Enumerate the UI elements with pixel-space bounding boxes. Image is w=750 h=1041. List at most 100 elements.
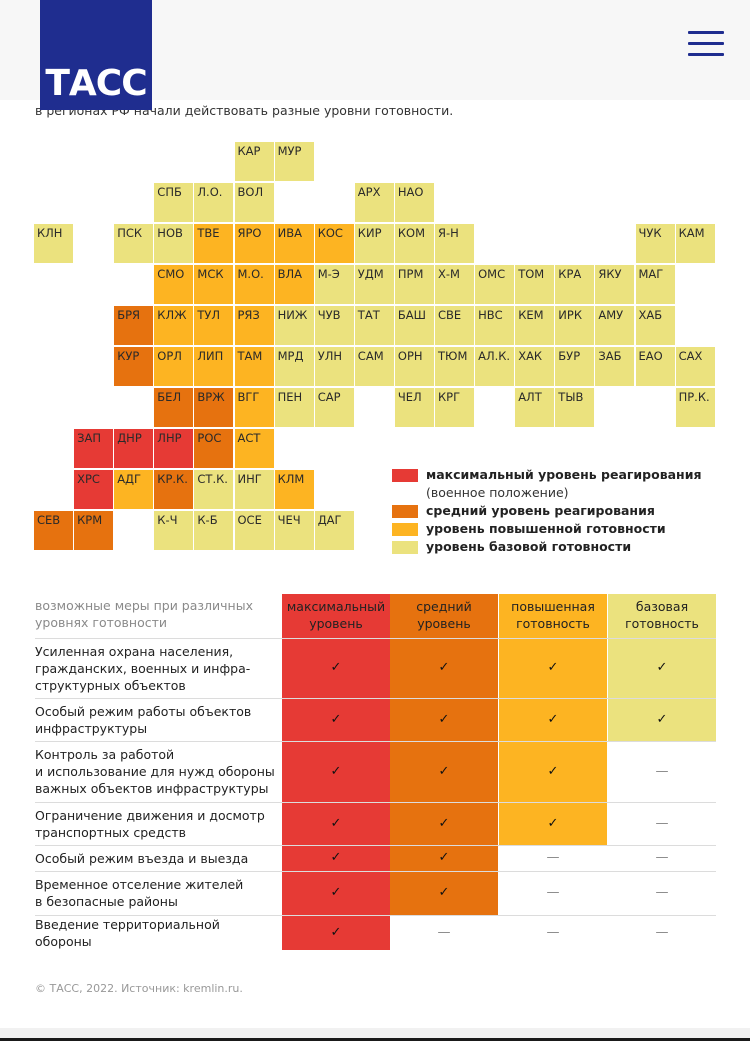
bottom-border <box>0 1038 750 1041</box>
legend-item: уровень базовой готовности <box>392 538 722 556</box>
column-header-line: уровень <box>417 616 471 631</box>
region-cell: ПЕН <box>274 388 314 427</box>
check-icon: ✓ <box>330 711 342 727</box>
region-cell: ТУЛ <box>194 306 234 345</box>
region-cell: ВЛА <box>274 265 314 304</box>
check-icon: ✓ <box>330 885 342 900</box>
column-header-line: готовность <box>516 616 590 631</box>
region-cell: ЛИП <box>194 347 234 386</box>
column-header-line: максимальный <box>286 599 386 614</box>
dash-icon: — <box>546 924 560 940</box>
check-icon: ✓ <box>438 763 450 779</box>
region-cell: ТАМ <box>234 347 274 386</box>
region-cell: М-Э <box>314 265 354 304</box>
measure-label-line: Временное отселение жителей <box>35 877 244 892</box>
region-cell: БЕЛ <box>154 388 194 427</box>
region-cell: АМУ <box>595 306 635 345</box>
region-cell: МРД <box>274 347 314 386</box>
check-icon: ✓ <box>547 815 559 831</box>
region-cell: КЛЖ <box>154 306 194 345</box>
dash-icon: — <box>655 815 669 831</box>
measure-label-line: обороны <box>35 933 92 949</box>
region-cell: УДМ <box>354 265 394 304</box>
footer-credit: © ТАСС, 2022. Источник: kremlin.ru. <box>35 982 243 995</box>
check-icon: ✓ <box>547 711 559 727</box>
region-cell: САХ <box>675 347 715 386</box>
region-cell: ТАТ <box>354 306 394 345</box>
region-cell: ХАК <box>515 347 555 386</box>
region-cell: АРХ <box>354 183 394 222</box>
region-cell: ВРЖ <box>194 388 234 427</box>
region-cell: ВОЛ <box>234 183 274 222</box>
region-cell: СТ.К. <box>194 470 234 509</box>
column-header-line: средний <box>416 599 472 614</box>
region-cell: ХАБ <box>635 306 675 345</box>
region-cell: СЕВ <box>34 511 73 550</box>
tass-logo[interactable]: ТАСС <box>40 0 152 110</box>
column-header-line: базовая <box>635 599 689 614</box>
region-cell: ВГГ <box>234 388 274 427</box>
row-separator <box>35 845 716 846</box>
row-separator <box>35 638 716 639</box>
region-cell: АСТ <box>234 429 274 468</box>
table-header-label: возможные меры при различных уровнях гот… <box>35 597 275 631</box>
region-cell: ЗАБ <box>595 347 635 386</box>
region-cell: К-Б <box>194 511 234 550</box>
check-icon: ✓ <box>656 660 668 675</box>
region-cell: АЛТ <box>515 388 555 427</box>
region-cell: МСК <box>194 265 234 304</box>
column-header: максимальный уровень <box>282 598 390 632</box>
region-cell: ОСЕ <box>234 511 274 550</box>
region-cell: КЛН <box>34 224 73 263</box>
legend-swatch <box>392 523 418 536</box>
legend-item: средний уровень реагирования <box>392 502 722 520</box>
level-column <box>390 594 498 915</box>
region-cell: ОРЛ <box>154 347 194 386</box>
column-header: повышенная готовность <box>499 598 607 632</box>
region-cell: АЛ.К. <box>475 347 515 386</box>
measure-label-line: Введение территориальной <box>35 916 220 932</box>
hamburger-menu-icon[interactable] <box>688 31 724 57</box>
check-icon: ✓ <box>547 660 559 675</box>
measure-label: Введение территориальной обороны <box>35 916 275 950</box>
region-cell: ЧУК <box>635 224 675 263</box>
region-cell: ТВЕ <box>194 224 234 263</box>
measure-label-line: Особый режим работы объектов <box>35 703 252 719</box>
legend-item: уровень повышенной готовности <box>392 520 722 538</box>
dash-icon: — <box>655 924 669 940</box>
region-cell: КРГ <box>435 388 474 427</box>
measure-label: Ограничение движения и досмотр транспортн… <box>35 807 275 841</box>
legend-label: максимальный уровень реагирования <box>426 467 702 482</box>
region-cell: ИРК <box>555 306 595 345</box>
measure-label-line: важных объектов инфраструктуры <box>35 781 269 796</box>
region-cell: ИВА <box>274 224 314 263</box>
region-cell: ЛНР <box>154 429 194 468</box>
legend-swatch <box>392 469 418 482</box>
legend-swatch <box>392 541 418 554</box>
region-cell: ПР.К. <box>675 388 715 427</box>
measure-label: Контроль за работой и использование для н… <box>35 746 275 797</box>
legend-note: (военное положение) <box>426 485 569 500</box>
dash-icon: — <box>655 885 669 900</box>
row-separator <box>35 915 716 916</box>
check-icon: ✓ <box>330 660 342 675</box>
region-cell: МУР <box>274 142 314 181</box>
measure-label-line: и использование для нужд обороны <box>35 764 275 779</box>
region-cell: СПБ <box>154 183 194 222</box>
check-icon: ✓ <box>330 763 342 779</box>
region-cell: КАР <box>234 142 274 181</box>
region-cell: ЧЕЛ <box>394 388 434 427</box>
measure-label-line: в безопасные районы <box>35 894 178 909</box>
dash-icon: — <box>655 850 669 865</box>
region-cell: КРА <box>555 265 595 304</box>
dash-icon: — <box>437 924 451 940</box>
measure-label-line: Контроль за работой <box>35 747 175 762</box>
measure-label: Временное отселение жителей в безопасные … <box>35 876 275 910</box>
column-header-line: повышенная <box>511 599 595 614</box>
level-column <box>608 594 716 741</box>
region-cell: МАГ <box>635 265 675 304</box>
check-icon: ✓ <box>438 815 450 831</box>
region-cell: СМО <box>154 265 194 304</box>
row-separator <box>35 802 716 803</box>
region-cell: КИР <box>354 224 394 263</box>
